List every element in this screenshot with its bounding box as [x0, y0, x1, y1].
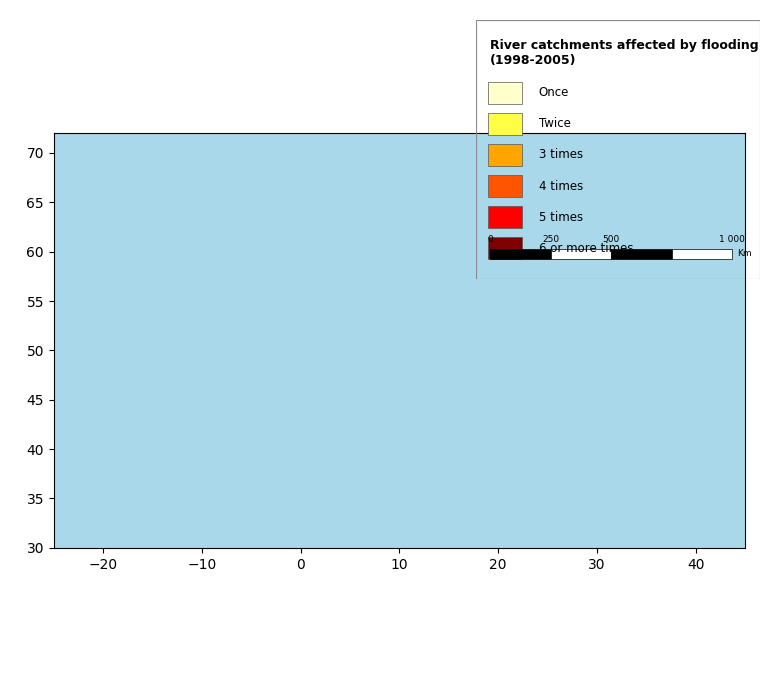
Text: River catchments affected by flooding
(1998-2005): River catchments affected by flooding (1…: [490, 39, 759, 67]
Bar: [488, 82, 521, 104]
Bar: [490, 249, 551, 259]
Text: 3 times: 3 times: [538, 148, 583, 161]
Text: 500: 500: [603, 235, 620, 244]
Bar: [671, 249, 732, 259]
Bar: [488, 144, 521, 166]
Text: 0: 0: [488, 235, 493, 244]
Bar: [488, 175, 521, 197]
Bar: [611, 249, 671, 259]
Text: 4 times: 4 times: [538, 180, 583, 193]
Bar: [488, 113, 521, 135]
Bar: [551, 249, 611, 259]
Text: Twice: Twice: [538, 117, 571, 131]
Text: 5 times: 5 times: [538, 210, 583, 223]
Text: Km: Km: [737, 249, 752, 259]
Text: 1 000: 1 000: [719, 235, 745, 244]
Bar: [488, 237, 521, 259]
Text: 6 or more times: 6 or more times: [538, 242, 633, 255]
Text: 250: 250: [542, 235, 559, 244]
Bar: [488, 206, 521, 228]
Text: Once: Once: [538, 86, 569, 99]
